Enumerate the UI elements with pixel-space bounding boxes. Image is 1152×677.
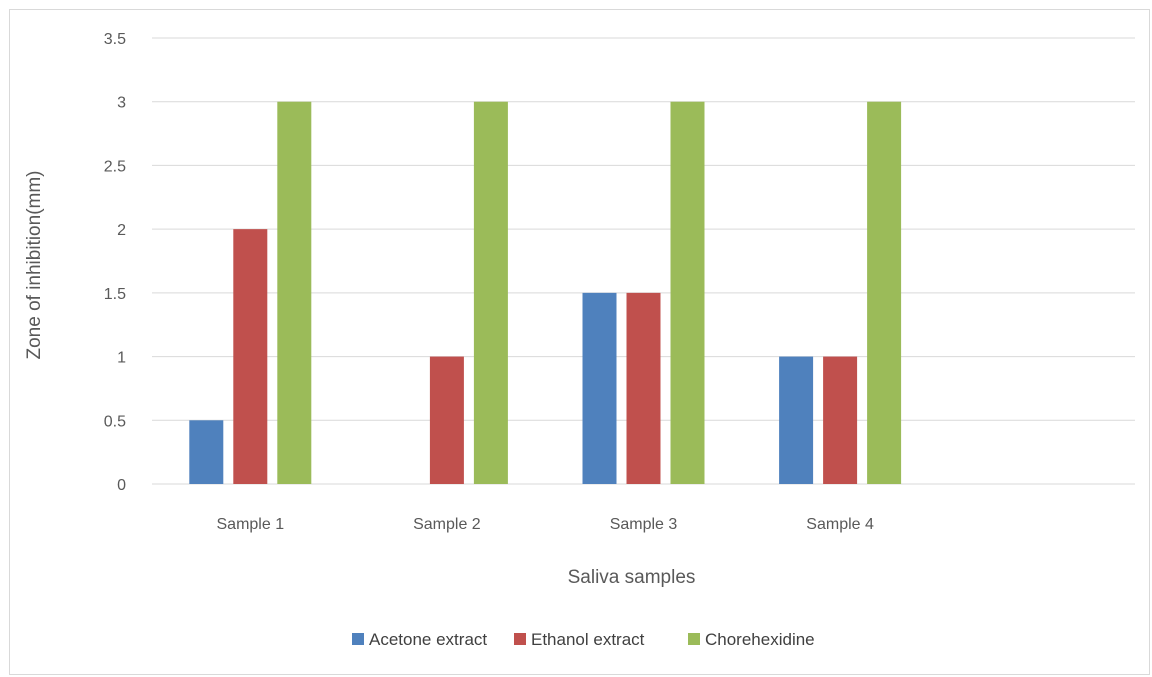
- legend: Acetone extract Ethanol extract Chorehexid…: [352, 630, 815, 649]
- x-tick-label: Sample 2: [413, 516, 481, 533]
- legend-swatch-ethanol-extract: [514, 633, 526, 645]
- bar-acetone-extract-sample-1: [189, 420, 224, 484]
- bar-ethanol-extract-sample-4: [823, 356, 858, 484]
- legend-label: Acetone extract: [369, 630, 487, 649]
- bar-ethanol-extract-sample-1: [233, 229, 268, 484]
- bar-chorehexidine-sample-1: [277, 101, 312, 484]
- chart-frame: [9, 9, 1150, 675]
- y-tick-label: 0.5: [104, 413, 126, 430]
- y-tick-label: 0: [117, 477, 126, 494]
- bar-chorehexidine-sample-3: [670, 101, 705, 484]
- y-tick-label: 2: [117, 222, 126, 239]
- bar-chorehexidine-sample-2: [473, 101, 508, 484]
- bar-ethanol-extract-sample-2: [429, 356, 464, 484]
- x-tick-label: Sample 4: [806, 516, 874, 533]
- y-tick-label: 3.5: [104, 31, 126, 48]
- x-axis-title: Saliva samples: [568, 567, 696, 588]
- bar-ethanol-extract-sample-3: [626, 292, 661, 484]
- gridlines: [152, 37, 1135, 485]
- y-axis-tick-labels: 0 0.5 1 1.5 2 2.5 3 3.5: [104, 31, 126, 494]
- bar-acetone-extract-sample-3: [582, 292, 617, 484]
- bars: [189, 101, 902, 484]
- bar-chorehexidine-sample-4: [867, 101, 902, 484]
- legend-label: Chorehexidine: [705, 630, 815, 649]
- x-tick-label: Sample 3: [610, 516, 678, 533]
- x-axis-tick-labels: Sample 1 Sample 2 Sample 3 Sample 4: [217, 516, 874, 533]
- legend-swatch-acetone-extract: [352, 633, 364, 645]
- legend-label: Ethanol extract: [531, 630, 645, 649]
- y-tick-label: 1: [117, 350, 126, 367]
- x-tick-label: Sample 1: [217, 516, 285, 533]
- y-tick-label: 3: [117, 95, 126, 112]
- bar-acetone-extract-sample-4: [779, 356, 814, 484]
- y-tick-label: 1.5: [104, 286, 126, 303]
- legend-swatch-chorehexidine: [688, 633, 700, 645]
- y-axis-title: Zone of inhibition(mm): [24, 170, 45, 359]
- y-tick-label: 2.5: [104, 158, 126, 175]
